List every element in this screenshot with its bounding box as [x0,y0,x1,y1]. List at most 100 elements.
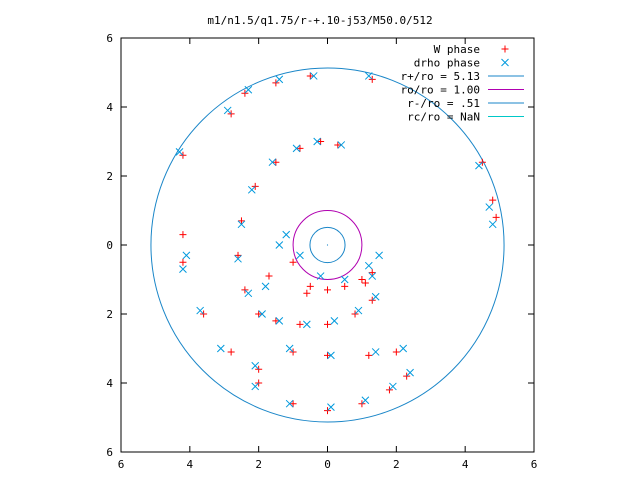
w-phase-point [324,320,331,328]
w-phase-series [179,72,500,415]
x-axis-ticks: 6 4 2 0 2 4 6 [118,38,538,471]
w-phase-point [272,158,280,166]
drho-phase-point [330,317,339,325]
drho-phase-point [251,361,260,370]
drho-phase-point [234,254,242,263]
legend-label: W phase [434,43,480,56]
drho-phase-point [275,75,284,84]
drho-phase-point [261,282,270,291]
w-phase-point [392,348,400,356]
y-tick-label: 2 [106,170,113,183]
y-tick-label: 6 [106,32,113,45]
w-phase-point [489,196,497,204]
y-tick-label: 6 [106,446,113,459]
w-phase-point [296,144,304,152]
w-phase-point [255,310,263,318]
drho-phase-point [371,348,380,356]
drho-phase-point [371,292,380,301]
drho-phase-point [368,272,377,280]
drho-phase-point [296,251,304,260]
drho-phase-point [258,310,266,318]
drho-phase-point [406,368,414,377]
circle-rro [309,226,346,264]
x-tick-label: 4 [187,458,194,471]
y-tick-label: 0 [106,239,113,252]
w-phase-point [306,282,314,290]
drho-phase-point [285,344,294,353]
y-tick-label: 4 [106,377,113,390]
center-dot [326,244,329,246]
drho-phase-point [485,203,494,211]
w-phase-point [324,351,331,359]
w-phase-point [306,72,314,80]
drho-phase-point [216,344,225,353]
w-phase-point [368,269,376,277]
w-phase-point [296,320,304,328]
drho-phase-point [275,317,284,325]
drho-phase-point [285,399,294,408]
y-axis-ticks: 6 4 2 0 2 4 6 [106,32,534,459]
drho-phase-point [375,251,383,260]
w-phase-point [272,317,280,325]
w-phase-point [492,213,500,221]
legend-label: r+/ro = 5.13 [401,70,480,83]
w-phase-point [358,276,366,283]
w-phase-point [334,141,342,149]
drho-phase-point [364,261,373,270]
w-phase-point [289,400,297,408]
circle-curves [150,67,505,423]
w-phase-point [289,258,297,266]
drho-phase-point [316,272,325,280]
w-phase-point [179,258,187,266]
drho-phase-point [337,141,346,149]
w-phase-point [227,348,235,356]
legend-label: ro/ro = 1.00 [401,84,480,97]
y-tick-label: 4 [106,101,113,114]
legend-cross-marker [501,58,509,67]
drho-phase-point [182,251,191,260]
drho-phase-point [175,147,184,156]
drho-phase-point [237,220,246,229]
legend-plus-marker [501,45,509,53]
circle-roro [292,210,363,280]
w-phase-point [237,217,245,225]
legend-label: r-/ro = .51 [407,97,480,110]
circle-rro [150,67,505,423]
y-tick-label: 2 [106,308,113,321]
x-tick-label: 2 [255,458,262,471]
drho-phase-point [309,72,318,80]
drho-phase-point [475,161,483,170]
w-phase-point [324,286,331,294]
x-tick-label: 4 [462,458,469,471]
x-tick-label: 6 [531,458,538,471]
drho-phase-point [302,320,311,329]
drho-phase-point [223,106,232,115]
drho-phase-point [361,396,370,405]
drho-phase-point [275,241,284,249]
drho-phase-point [399,344,408,353]
x-tick-label: 6 [118,458,125,471]
w-phase-point [303,289,311,297]
drho-phase-point [196,306,205,315]
x-tick-label: 2 [393,458,400,471]
w-phase-point [365,351,373,359]
w-phase-point [234,251,242,259]
w-phase-point [179,231,187,239]
drho-phase-point [247,185,256,194]
drho-phase-point [268,158,277,167]
w-phase-point [317,138,325,145]
drho-phase-series [175,72,497,412]
drho-phase-point [327,403,335,412]
drho-phase-point [282,230,291,239]
drho-phase-point [389,382,397,391]
drho-phase-point [364,72,373,80]
drho-phase-point [251,382,260,391]
legend-label: drho phase [414,57,480,70]
legend-label: rc/ro = NaN [407,111,480,124]
drho-phase-point [327,351,335,360]
drho-phase-point [292,144,301,153]
drho-phase-point [313,137,322,146]
drho-phase-point [340,275,349,284]
drho-phase-point [488,220,497,229]
